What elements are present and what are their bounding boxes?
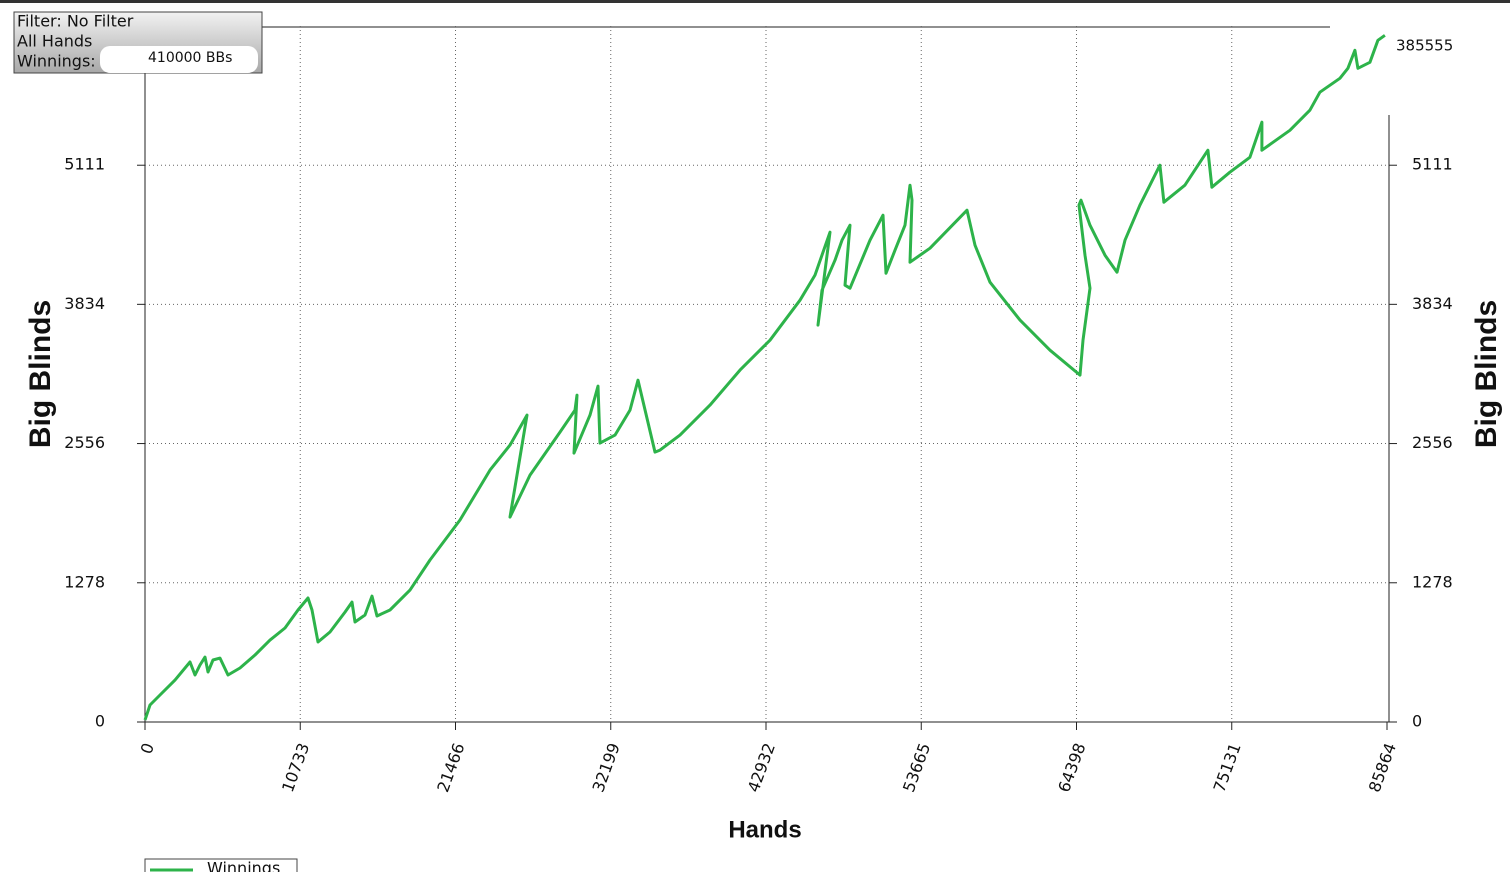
x-tick-label: 64398 (1054, 740, 1089, 794)
x-axis-title: Hands (728, 816, 801, 843)
winnings-line (143, 34, 1386, 721)
y-tick-label: 0 (95, 712, 105, 731)
y-tick-label: 5111 (64, 155, 105, 174)
filter-text: Filter: No Filter (17, 12, 134, 31)
x-tick-label: 21466 (433, 740, 468, 794)
x-tick-label: 53665 (899, 740, 934, 794)
final-value: 385555 (1396, 37, 1453, 55)
y-tick-label-right: 0 (1412, 712, 1422, 731)
x-tick-label: 0 (137, 740, 158, 756)
legend-label: Winnings (207, 859, 280, 873)
winnings-value: 410000 BBs (148, 50, 232, 66)
x-tick-label: 85864 (1365, 740, 1400, 794)
x-tick-label: 75131 (1209, 740, 1244, 794)
redaction (100, 46, 258, 73)
window-edge (0, 0, 1510, 3)
y-tick-label-right: 3834 (1412, 294, 1453, 313)
y-tick-label: 3834 (64, 294, 105, 313)
x-tick-label: 42932 (744, 740, 779, 794)
y-axis-title-right: Big Blinds (1470, 300, 1503, 448)
y-tick-label-right: 5111 (1412, 155, 1453, 174)
y-tick-label: 2556 (64, 433, 105, 452)
x-tick-label: 32199 (588, 740, 623, 794)
y-tick-label-right: 1278 (1412, 572, 1453, 591)
winnings-text: Winnings: (17, 52, 96, 71)
y-axis-title: Big Blinds (24, 300, 57, 448)
y-tick-label: 1278 (64, 572, 105, 591)
x-tick-label: 10733 (278, 740, 313, 794)
y-tick-label-right: 2556 (1412, 433, 1453, 452)
hands-text: All Hands (17, 32, 92, 51)
